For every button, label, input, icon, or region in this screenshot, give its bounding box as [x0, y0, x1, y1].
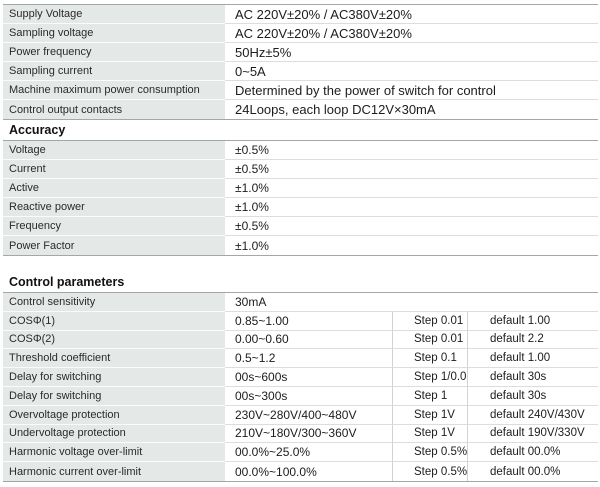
table-row: Power Factor ±1.0%	[3, 236, 598, 255]
control-parameters-table: Control sensitivity 30mA COSΦ(1) 0.85~1.…	[3, 292, 598, 482]
table-row: COSΦ(1) 0.85~1.00 Step 0.01 default 1.00	[3, 311, 598, 331]
table-row: Supply Voltage AC 220V±20% / AC380V±20%	[3, 5, 598, 24]
row-step: Step 0.01	[392, 330, 467, 350]
row-label: Delay for switching	[3, 386, 225, 406]
table-row: Current ±0.5%	[3, 160, 598, 179]
row-default: default 00.0%	[467, 462, 598, 481]
section-heading-control-parameters: Control parameters	[9, 275, 125, 289]
table-row: Harmonic current over-limit 00.0%~100.0%…	[3, 462, 598, 481]
row-label: Overvoltage protection	[3, 405, 225, 425]
row-step: Step 1/0.02	[392, 368, 467, 387]
row-value: ±1.0%	[235, 238, 269, 253]
row-value: 30mA	[225, 293, 392, 312]
row-default: default 190V/330V	[467, 424, 598, 444]
row-label: COSΦ(1)	[3, 311, 225, 331]
row-value: 00.0%~25.0%	[225, 443, 392, 463]
row-step: Step 0.01	[392, 311, 467, 331]
row-default: default 00.0%	[467, 443, 598, 463]
row-label: Undervoltage protection	[3, 424, 225, 444]
row-value: Determined by the power of switch for co…	[225, 81, 598, 100]
general-specs-table: Supply Voltage AC 220V±20% / AC380V±20% …	[3, 4, 598, 120]
table-row: Control sensitivity 30mA	[3, 293, 598, 312]
table-row: Active ±1.0%	[3, 179, 598, 198]
row-label: Harmonic voltage over-limit	[3, 443, 225, 463]
table-row: Overvoltage protection 230V~280V/400~480…	[3, 405, 598, 425]
table-row: Threshold coefficient 0.5~1.2 Step 0.1 d…	[3, 349, 598, 369]
row-value: 0.85~1.00	[225, 312, 392, 331]
row-value: 00.0%~100.0%	[235, 464, 317, 479]
row-value: 50Hz±5%	[225, 43, 598, 62]
table-row: Control output contacts 24Loops, each lo…	[3, 100, 598, 119]
row-label: Voltage	[3, 141, 225, 160]
row-step: Step 1	[392, 386, 467, 406]
row-label: Delay for switching	[3, 368, 225, 387]
row-label: Harmonic current over-limit	[3, 462, 225, 481]
table-row: Voltage ±0.5%	[3, 141, 598, 160]
row-label: Control output contacts	[3, 100, 225, 119]
row-value: ±0.5%	[225, 141, 598, 160]
table-row: COSΦ(2) 0.00~0.60 Step 0.01 default 2.2	[3, 330, 598, 350]
table-row: Undervoltage protection 210V~180V/300~36…	[3, 424, 598, 444]
table-row: Sampling voltage AC 220V±20% / AC380V±20…	[3, 24, 598, 43]
row-value: 00s~300s	[225, 387, 392, 406]
table-row: Reactive power ±1.0%	[3, 198, 598, 217]
row-value: AC 220V±20% / AC380V±20%	[225, 24, 598, 43]
row-label: COSΦ(2)	[3, 330, 225, 350]
row-step: Step 1V	[392, 405, 467, 425]
row-default: default 240V/430V	[467, 405, 598, 425]
row-default: default 2.2	[467, 330, 598, 350]
table-row: Delay for switching 00s~300s Step 1 defa…	[3, 386, 598, 406]
row-step: Step 0.5%	[392, 443, 467, 463]
row-label: Control sensitivity	[3, 293, 225, 312]
row-label: Threshold coefficient	[3, 349, 225, 369]
row-default	[467, 293, 598, 312]
row-label: Active	[3, 179, 225, 198]
table-row: Frequency ±0.5%	[3, 217, 598, 236]
row-default: default 30s	[467, 386, 598, 406]
row-value: 230V~280V/400~480V	[225, 406, 392, 425]
row-value: 00s~600s	[225, 368, 392, 387]
row-default: default 30s	[467, 368, 598, 387]
row-value: 24Loops, each loop DC12V×30mA	[235, 102, 436, 117]
row-label: Machine maximum power consumption	[3, 81, 225, 100]
table-row: Machine maximum power consumption Determ…	[3, 81, 598, 100]
section-heading-accuracy: Accuracy	[9, 123, 66, 137]
row-label: Reactive power	[3, 198, 225, 217]
row-value: 210V~180V/300~360V	[225, 425, 392, 444]
row-value: 0.00~0.60	[225, 331, 392, 350]
table-row: Sampling current 0~5A	[3, 62, 598, 81]
row-label: Frequency	[3, 217, 225, 236]
table-row: Power frequency 50Hz±5%	[3, 43, 598, 62]
row-value: ±0.5%	[225, 160, 598, 179]
row-step: Step 1V	[392, 424, 467, 444]
table-row: Harmonic voltage over-limit 00.0%~25.0% …	[3, 443, 598, 463]
row-step: Step 0.5%	[392, 462, 467, 481]
row-label: Sampling voltage	[3, 24, 225, 43]
row-label: Current	[3, 160, 225, 179]
row-value: 0~5A	[225, 62, 598, 81]
row-label: Supply Voltage	[3, 5, 225, 24]
row-value: ±1.0%	[225, 179, 598, 198]
row-default: default 1.00	[467, 349, 598, 369]
row-value: ±1.0%	[225, 198, 598, 217]
row-default: default 1.00	[467, 311, 598, 331]
row-value: AC 220V±20% / AC380V±20%	[225, 5, 598, 24]
row-label: Sampling current	[3, 62, 225, 81]
row-label: Power frequency	[3, 43, 225, 62]
accuracy-table: Voltage ±0.5% Current ±0.5% Active ±1.0%…	[3, 140, 598, 256]
row-label: Power Factor	[3, 236, 225, 255]
row-step: Step 0.1	[392, 349, 467, 369]
table-row: Delay for switching 00s~600s Step 1/0.02…	[3, 368, 598, 387]
row-step	[392, 293, 467, 312]
row-value: ±0.5%	[225, 217, 598, 236]
row-value: 0.5~1.2	[225, 349, 392, 369]
